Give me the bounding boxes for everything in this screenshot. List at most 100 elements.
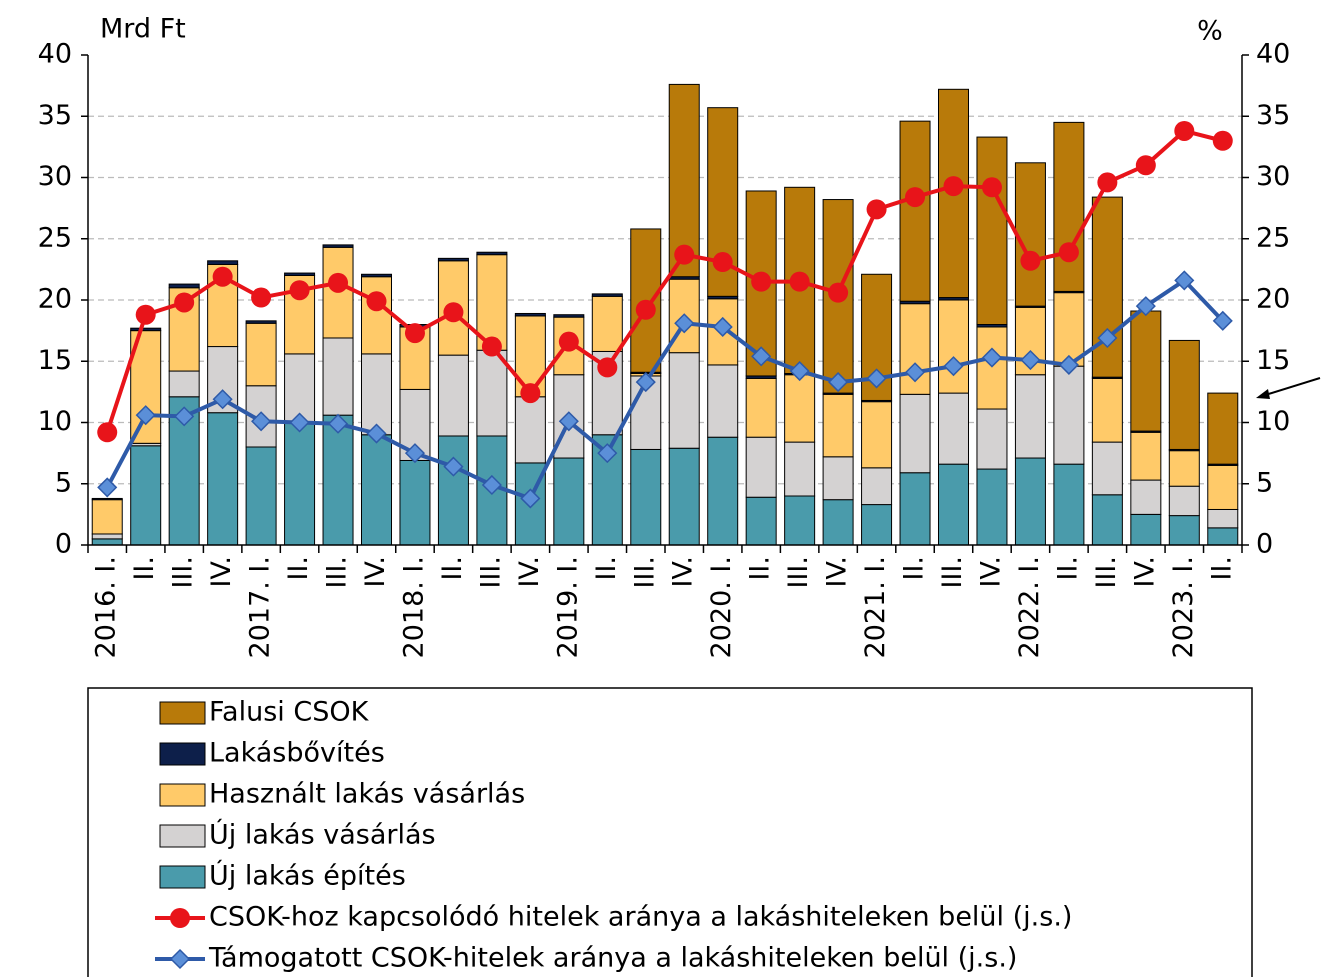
bar-segment — [784, 495, 816, 546]
bar-segment — [514, 312, 546, 317]
line-marker — [1058, 354, 1079, 375]
legend-swatch — [159, 783, 206, 807]
bar-segment — [437, 354, 469, 437]
bar-segment — [784, 441, 816, 497]
x-tick-label: 2017. I. — [245, 556, 276, 658]
x-tick-label: IV. — [668, 556, 699, 588]
line-marker — [212, 266, 233, 287]
bar-segment — [91, 497, 123, 501]
x-tick-label: II. — [129, 556, 160, 581]
x-tick-label: III. — [629, 556, 660, 588]
x-tick-label: 2020. I. — [706, 556, 737, 658]
x-tick-label: 2016. I. — [91, 556, 122, 658]
bar-segment — [476, 251, 508, 256]
bar-segment — [976, 136, 1008, 325]
bar-segment — [1014, 457, 1046, 546]
bar-segment — [1053, 463, 1085, 546]
x-tick-label: IV. — [975, 556, 1006, 588]
legend-marker — [169, 948, 191, 970]
bar-segment — [360, 276, 393, 355]
line-marker — [635, 299, 656, 320]
bar-segment — [322, 414, 354, 546]
arrow-head — [1256, 389, 1270, 399]
line-marker — [789, 360, 810, 382]
legend-label: Falusi CSOK — [209, 697, 370, 728]
bar-segment — [437, 257, 469, 262]
line-marker — [289, 280, 310, 301]
line-marker — [520, 383, 541, 404]
line-marker — [597, 443, 618, 464]
x-tick-label: II. — [899, 556, 930, 581]
y-tick-label: 15 — [38, 345, 72, 376]
legend-swatch — [159, 824, 206, 848]
bar-segment — [130, 445, 162, 546]
bar-segment — [553, 314, 585, 318]
line-marker — [943, 176, 964, 197]
bar-segment — [630, 448, 662, 546]
bar-segment — [322, 244, 354, 248]
line-marker — [751, 271, 772, 292]
line-marker — [635, 372, 656, 393]
bar-segment — [207, 412, 239, 546]
line-marker — [866, 199, 887, 220]
line-marker — [1135, 296, 1156, 317]
x-tick-label: 2018. I. — [398, 556, 429, 658]
bar-segment — [861, 504, 893, 546]
x-tick-label: 2019. I. — [552, 556, 583, 658]
line-marker — [712, 252, 733, 273]
bar-segment — [899, 393, 931, 474]
line-marker — [1212, 310, 1233, 331]
line-marker — [981, 177, 1002, 198]
legend-label: Támogatott CSOK-hitelek aránya a lakáshi… — [208, 943, 1017, 974]
line-marker — [674, 244, 695, 265]
bar-segment — [284, 272, 316, 276]
bar-segment — [668, 447, 700, 546]
y2-tick-label: 5 — [1256, 467, 1273, 498]
bar-segment — [976, 408, 1008, 470]
bar-segment — [168, 370, 200, 398]
legend-label: Lakásbővítés — [209, 738, 385, 769]
line-marker — [366, 423, 387, 444]
bar-segment — [245, 446, 277, 546]
x-tick-label: III. — [322, 556, 353, 588]
y2-tick-label: 10 — [1256, 406, 1290, 437]
line-marker — [251, 287, 272, 308]
bar-segment — [668, 352, 700, 449]
bar-segment — [899, 120, 931, 302]
x-tick-label: 2021. I. — [860, 556, 891, 658]
line-marker — [443, 302, 464, 323]
line-marker — [558, 411, 579, 432]
y-tick-label: 40 — [38, 39, 72, 70]
legend-swatch — [159, 742, 206, 766]
y2-tick-label: 20 — [1256, 284, 1290, 315]
line-marker — [905, 187, 926, 208]
x-tick-label: III. — [168, 556, 199, 588]
bar-segment — [784, 374, 816, 443]
line-marker — [1174, 270, 1195, 291]
line-marker — [558, 331, 579, 352]
line-marker — [1058, 242, 1079, 263]
line-marker — [1020, 250, 1041, 271]
bar-segment — [1014, 374, 1046, 459]
bar-segment — [245, 322, 277, 387]
line-marker — [981, 347, 1003, 368]
bar-segment — [168, 283, 200, 289]
x-tick-label: III. — [475, 556, 506, 588]
bar-segment — [91, 533, 123, 540]
bar-segment — [360, 353, 393, 436]
y-tick-label: 0 — [55, 529, 72, 560]
line-marker — [327, 413, 349, 434]
line-marker — [828, 282, 849, 303]
bar-segment — [1207, 508, 1239, 529]
bar-segment — [1091, 196, 1123, 378]
line-marker — [520, 488, 541, 509]
bar-segment — [284, 422, 316, 546]
y2-tick-label: 25 — [1256, 222, 1290, 253]
line-marker — [751, 346, 772, 367]
bar-segment — [899, 472, 931, 546]
y-tick-label: 25 — [38, 222, 72, 253]
line-marker — [712, 316, 733, 338]
legend-swatch — [159, 865, 206, 889]
bar-segment — [937, 463, 970, 546]
line-marker — [135, 304, 156, 325]
